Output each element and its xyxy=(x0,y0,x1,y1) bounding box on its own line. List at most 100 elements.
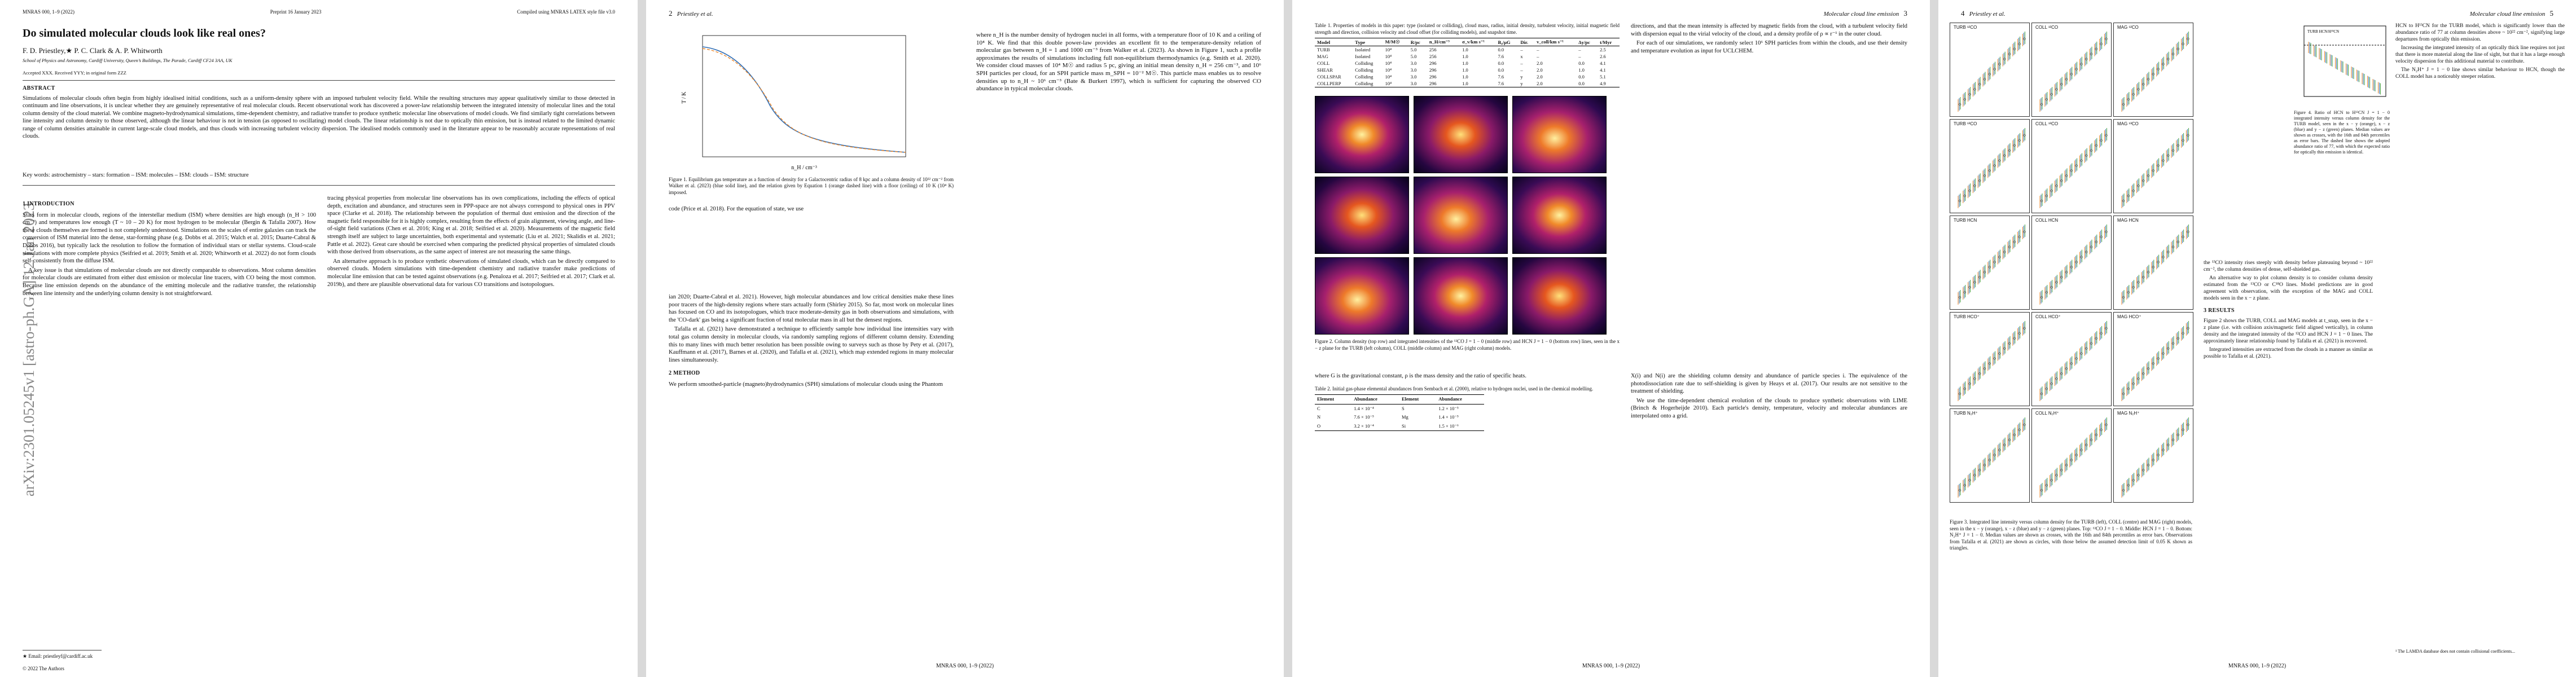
table-cell: 10⁴ xyxy=(1385,67,1392,73)
paragraph: We use the time-dependent chemical evolu… xyxy=(1631,397,1907,419)
observation-marker xyxy=(2100,332,2103,335)
observation-marker xyxy=(2162,63,2165,65)
table-cell: 1.0 xyxy=(1578,67,1585,73)
section-heading: 3 RESULTS xyxy=(2204,307,2235,314)
observation-marker xyxy=(2100,139,2103,142)
table-cell: TURB xyxy=(1317,47,1330,52)
column-right: directions, and that the mean intensity … xyxy=(1631,23,1907,56)
preprint-date: Preprint 16 January 2023 xyxy=(270,9,322,15)
table-2-grid: Element Abundance Element Abundance C 1.4 × … xyxy=(1315,394,1484,431)
table-cell: 2.0 xyxy=(1537,81,1543,86)
paragraph: code (Price et al. 2018). For the equati… xyxy=(669,206,804,212)
figure-3-panel: COLL HCN xyxy=(2031,216,2112,310)
observation-marker xyxy=(2070,266,2073,269)
observation-marker xyxy=(2018,42,2021,46)
observation-marker xyxy=(1968,285,1971,289)
observation-marker xyxy=(2090,52,2093,56)
table-cell: 2.6 xyxy=(1600,54,1606,59)
observation-marker xyxy=(2152,266,2155,269)
page-header: 4 Priestley et al. Molecular cloud line … xyxy=(1961,9,2553,18)
paragraph: Figure 2 shows the TURB, COLL and MAG mo… xyxy=(2204,318,2373,344)
observation-marker xyxy=(1998,159,2001,162)
observation-marker xyxy=(1988,459,1991,461)
paragraph: An alternative approach is to produce sy… xyxy=(327,258,615,288)
paragraph: ian 2020; Duarte-Cabral et al. 2021). Ho… xyxy=(669,294,954,323)
observation-marker xyxy=(2176,144,2180,147)
table-row: COLLPERP Colliding 10⁴ 3.0 296 1.0 7.6 y 2.0 0.0 4… xyxy=(1315,80,1620,87)
plot-frame xyxy=(2303,25,2386,97)
observation-marker xyxy=(2080,63,2083,65)
table-cell: 1.0 xyxy=(1462,47,1468,52)
paragraph: We perform smoothed-particle (magneto)hy… xyxy=(669,381,943,388)
paragraph: Integrated intensities are extracted fro… xyxy=(2204,347,2373,359)
figure-3-plot xyxy=(2121,320,2189,401)
paragraph: where n_H is the number density of hydro… xyxy=(976,32,1261,93)
footnote: ★ Email: priestleyf@cardiff.ac.uk xyxy=(23,653,93,659)
page-footer: MNRAS 000, 1–9 (2022) xyxy=(2228,663,2287,669)
page-footer: MNRAS 000, 1–9 (2022) xyxy=(1582,663,1640,669)
observation-marker xyxy=(2008,342,2011,345)
table-cell: 296 xyxy=(1429,81,1437,86)
table-cell: y xyxy=(1520,81,1523,86)
table-cell: 0.0 xyxy=(1578,81,1585,86)
observation-marker xyxy=(2152,459,2155,461)
table-cell: x xyxy=(1520,54,1523,59)
figure-1-caption: Figure 1. Equilibrium gas temperature as… xyxy=(669,176,954,195)
observation-marker xyxy=(1998,449,2001,451)
panel-title: TURB N₂H⁺ xyxy=(1954,411,1978,416)
observation-marker xyxy=(2147,174,2150,177)
figure-3-panel: MAG N₂H⁺ xyxy=(2113,408,2193,503)
observation-marker xyxy=(1978,372,1981,375)
observation-marker xyxy=(2060,372,2063,375)
figure-3: TURB ¹²CO COLL ¹²CO MAG ¹²CO TURB ¹³CO COLL … xyxy=(1950,23,2193,551)
table-cell: 1.5 × 10⁻⁶ xyxy=(1438,423,1459,429)
figure-4-caption: Figure 4. Ratio of HCN to H¹³CN J = 1 − … xyxy=(2294,110,2390,155)
table-cell: 5.0 xyxy=(1410,54,1417,59)
observation-marker xyxy=(2085,250,2088,253)
panel-title: TURB HCN xyxy=(1954,218,1977,223)
figure-2-panel xyxy=(1414,177,1508,254)
observation-marker xyxy=(2050,478,2053,482)
observation-marker xyxy=(2075,68,2078,71)
figure-3-caption: Figure 3. Integrated line intensity vers… xyxy=(1950,519,2192,551)
figure-3-panel: TURB N₂H⁺ xyxy=(1950,408,2030,503)
figure-3-plot xyxy=(2121,31,2189,112)
observation-marker xyxy=(2127,291,2130,294)
observation-marker xyxy=(2176,47,2180,51)
copyright: © 2022 The Authors xyxy=(23,666,64,671)
fig1-xlabel: n_H / cm⁻³ xyxy=(791,165,817,171)
observation-marker xyxy=(2147,271,2150,274)
observation-marker xyxy=(2176,240,2180,244)
observation-marker xyxy=(1963,194,1967,197)
observation-marker xyxy=(2060,179,2063,182)
author-list: F. D. Priestley,★ P. C. Clark & A. P. Wh… xyxy=(23,46,163,55)
table-cell: 2.0 xyxy=(1537,74,1543,80)
table-1-header: v_coll/km s⁻¹ xyxy=(1537,39,1564,45)
observation-marker xyxy=(2166,443,2170,446)
observation-marker xyxy=(2176,433,2180,437)
observation-marker xyxy=(2065,271,2068,274)
running-head-right: Molecular cloud line emission xyxy=(2469,11,2546,17)
observation-marker xyxy=(2023,327,2026,330)
observation-marker xyxy=(2023,230,2026,234)
figure-3-plot xyxy=(2039,320,2108,401)
figure-3-panel: COLL N₂H⁺ xyxy=(2031,408,2112,503)
panel-title: TURB ¹²CO xyxy=(1954,25,1977,30)
observation-marker xyxy=(2018,139,2021,142)
figure-2-panel xyxy=(1315,96,1409,173)
observation-marker xyxy=(2075,454,2078,456)
figure-2-panel xyxy=(1414,96,1508,173)
table-cell: 5.1 xyxy=(1600,74,1606,80)
column-right-lower: X(i) and N(i) are the shielding column d… xyxy=(1631,372,1907,422)
observation-marker xyxy=(1993,164,1996,167)
observation-marker xyxy=(1963,483,1967,487)
running-head: Priestley et al. xyxy=(1969,11,2005,17)
figure-2-panel xyxy=(1512,177,1607,254)
table-2-caption: Table 2. Initial gas-phase elemental abu… xyxy=(1315,385,1594,392)
table-cell: – xyxy=(1537,54,1539,59)
table-2-header: Abundance xyxy=(1438,396,1462,402)
table-cell: 0.0 xyxy=(1578,60,1585,66)
figure-2: Figure 2. Column density (top row) and i… xyxy=(1315,96,1620,361)
observation-marker xyxy=(1993,357,1996,360)
observation-marker xyxy=(1998,352,2001,355)
